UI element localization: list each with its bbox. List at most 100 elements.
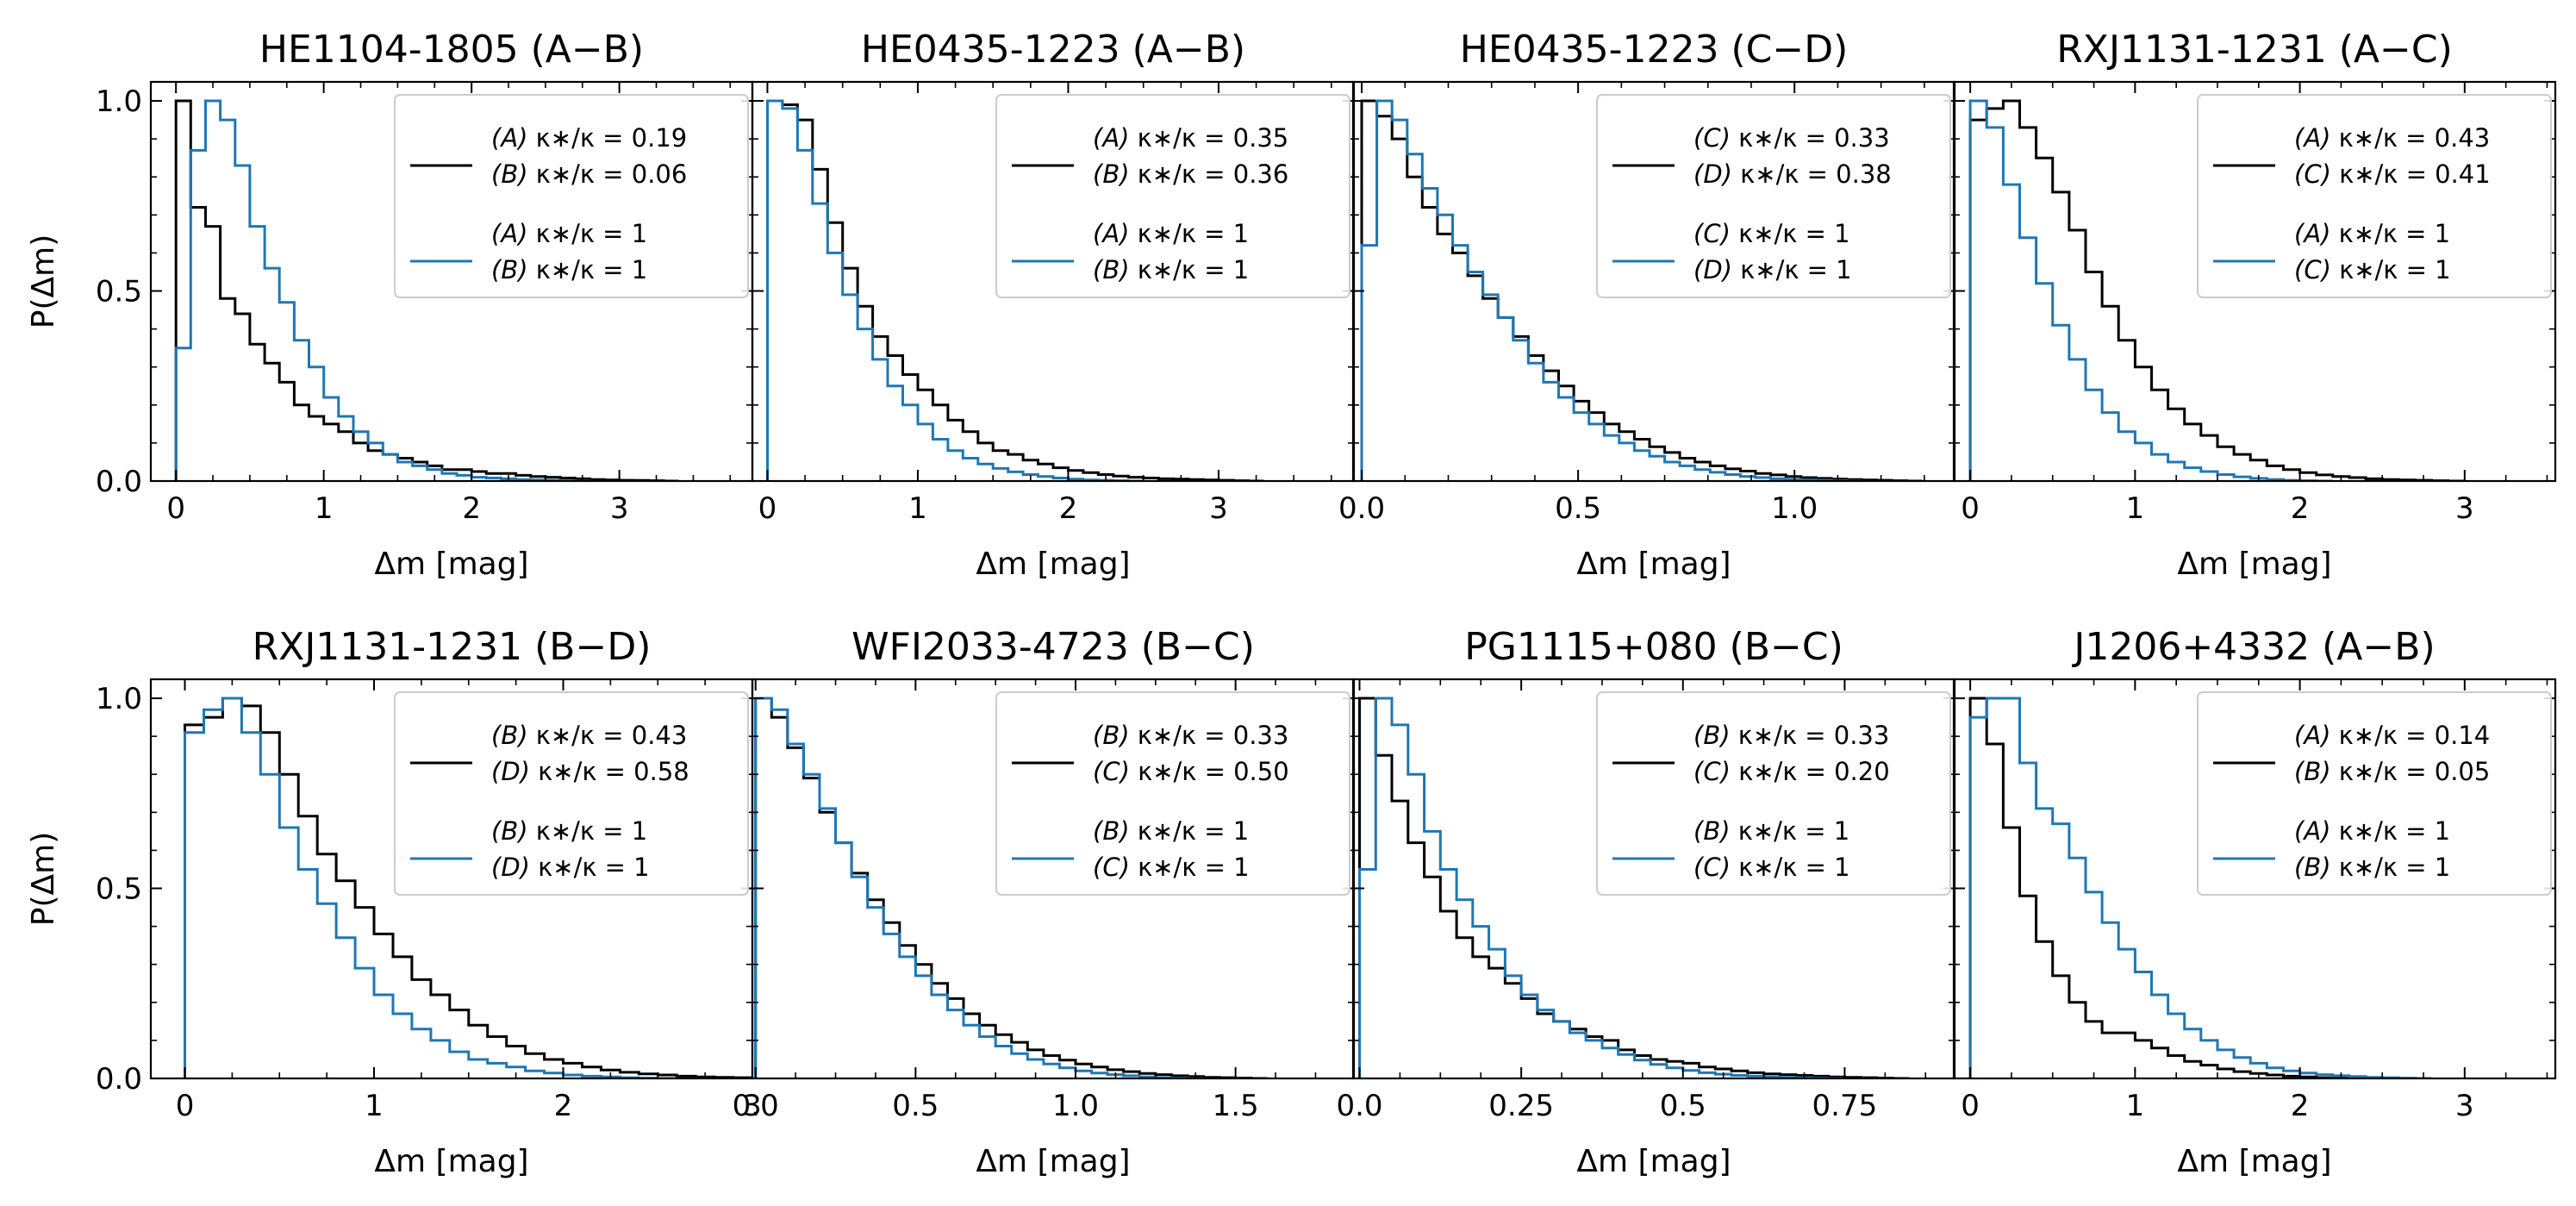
- legend-image-label: (C): [1693, 757, 1731, 786]
- series-step-line-smooth: [184, 697, 677, 1078]
- x-tick-label: 1.0: [1771, 491, 1818, 526]
- y-tick-label: 1.0: [96, 682, 142, 716]
- x-axis-label: Δm [mag]: [976, 1144, 1130, 1179]
- legend-entry-text: (C) κ∗/κ = 0.20: [1693, 757, 1890, 786]
- legend-image-label: (B): [1093, 816, 1130, 846]
- legend-entry-text: (A) κ∗/κ = 1: [2294, 219, 2450, 248]
- legend-image-label: (B): [491, 255, 528, 284]
- histogram-panel: PG1115+080 (B−C) 0.0 0.25 0.5 0.75 Δm [mag] (B…: [1336, 625, 1956, 1179]
- panel-title: HE1104-1805 (A−B): [259, 28, 644, 72]
- legend-image-label: (C): [1693, 853, 1731, 882]
- legend-kappa-ratio: κ∗/κ = 1: [1130, 255, 1250, 284]
- legend-image-label: (D): [491, 757, 530, 786]
- legend-image-label: (D): [1693, 255, 1732, 284]
- histogram-panel: RXJ1131-1231 (B−D) 0 1 2 3 0.0 0.5 1.0 Δm [mag] P…: [26, 625, 762, 1179]
- legend-image-label: (B): [491, 816, 528, 846]
- legend-kappa-ratio: κ∗/κ = 1: [2330, 219, 2450, 248]
- legend: (B) κ∗/κ = 0.33(C) κ∗/κ = 0.20(B) κ∗/κ =…: [1596, 691, 1951, 896]
- x-tick-label: 0: [1961, 491, 1980, 526]
- legend-entry-text: (B) κ∗/κ = 0.33: [1093, 721, 1288, 750]
- legend-entry-text: (A) κ∗/κ = 1: [2294, 816, 2450, 846]
- legend-kappa-ratio: κ∗/κ = 1: [2330, 816, 2450, 846]
- series-step-line-smooth: [1360, 99, 1862, 481]
- legend: (A) κ∗/κ = 0.35(B) κ∗/κ = 0.36(A) κ∗/κ =…: [995, 94, 1350, 298]
- legend: (A) κ∗/κ = 0.19 (B) κ∗/κ = 0.06 (A) κ∗/κ =…: [394, 94, 749, 298]
- legend-image-label: (A): [2294, 219, 2330, 248]
- legend-image-label: (B): [1693, 816, 1731, 846]
- x-axis-label: Δm [mag]: [2177, 1144, 2331, 1179]
- legend-entry-text: (A) κ∗/κ = 0.19: [491, 123, 687, 153]
- x-tick-label: 1: [2126, 491, 2145, 526]
- y-axis-label: P(Δm): [26, 234, 61, 329]
- legend-kappa-ratio: κ∗/κ = 0.35: [1129, 123, 1288, 153]
- legend-entry-text: (B) κ∗/κ = 1: [1693, 816, 1849, 846]
- x-tick-label: 3: [2455, 491, 2474, 526]
- y-tick-label: 0.5: [96, 275, 142, 309]
- legend-entry-text: (C) κ∗/κ = 0.50: [1093, 757, 1289, 786]
- x-tick-label: 0.5: [892, 1089, 939, 1123]
- plot-area: [754, 697, 1268, 1078]
- series-step-line-smooth: [174, 99, 590, 481]
- series-step-line-smooth: [766, 99, 1144, 481]
- x-axis-label: Δm [mag]: [1576, 1144, 1731, 1179]
- legend-box: [1596, 94, 1951, 298]
- legend-image-label: (B): [1093, 159, 1130, 189]
- legend-kappa-ratio: κ∗/κ = 0.43: [528, 721, 688, 750]
- x-tick-label: 0.0: [1336, 1089, 1382, 1123]
- plot-area: [184, 697, 752, 1078]
- legend-box: [2197, 94, 2552, 298]
- y-tick-label: 0.5: [96, 872, 142, 907]
- x-tick-label: 2: [2291, 491, 2310, 526]
- legend-entry-text: (D) κ∗/κ = 1: [491, 853, 650, 882]
- legend-kappa-ratio: κ∗/κ = 1: [1731, 219, 1850, 248]
- legend-entry-text: (B) κ∗/κ = 0.43: [491, 721, 687, 750]
- x-tick-label: 2: [554, 1089, 573, 1123]
- legend-image-label: (D): [491, 853, 530, 882]
- legend-box: [995, 691, 1350, 896]
- panel-title: RXJ1131-1231 (B−D): [253, 625, 652, 669]
- x-tick-label: 2: [462, 491, 481, 526]
- legend-entry-text: (B) κ∗/κ = 0.36: [1093, 159, 1288, 189]
- legend-image-label: (C): [2294, 159, 2331, 189]
- x-tick-label: 3: [610, 491, 629, 526]
- x-tick-label: 0: [176, 1089, 195, 1123]
- legend-entry-text: (A) κ∗/κ = 1: [491, 219, 647, 248]
- legend-kappa-ratio: κ∗/κ = 0.05: [2331, 757, 2491, 786]
- legend-image-label: (B): [1093, 721, 1130, 750]
- legend: (B) κ∗/κ = 0.43 (D) κ∗/κ = 0.58 (B) κ∗/κ =…: [394, 691, 749, 896]
- legend-entry-text: (D) κ∗/κ = 1: [1693, 255, 1852, 284]
- legend-entry-text: (A) κ∗/κ = 0.35: [1093, 123, 1288, 153]
- legend-kappa-ratio: κ∗/κ = 0.20: [1731, 757, 1890, 786]
- y-tick-label: 1.0: [96, 84, 142, 119]
- legend-image-label: (C): [1693, 219, 1731, 248]
- x-tick-label: 1: [2126, 1089, 2145, 1123]
- legend-entry-text: (B) κ∗/κ = 0.06: [491, 159, 687, 189]
- x-tick-label: 1: [908, 491, 927, 526]
- legend-kappa-ratio: κ∗/κ = 0.43: [2330, 123, 2490, 153]
- legend-kappa-ratio: κ∗/κ = 0.06: [528, 159, 688, 189]
- legend-kappa-ratio: κ∗/κ = 0.41: [2331, 159, 2491, 189]
- legend-image-label: (B): [1693, 721, 1731, 750]
- histogram-panel: HE0435-1223 (C−D) 0.0 0.5 1.0 Δm [mag] (C) κ∗…: [1338, 28, 1956, 582]
- panel-title: J1206+4332 (A−B): [2071, 625, 2435, 669]
- legend-entry-text: (C) κ∗/κ = 1: [1693, 219, 1850, 248]
- x-axis-label: Δm [mag]: [374, 1144, 528, 1179]
- legend-kappa-ratio: κ∗/κ = 1: [1130, 853, 1250, 882]
- x-tick-label: 1.0: [1052, 1089, 1099, 1123]
- legend-kappa-ratio: κ∗/κ = 0.14: [2330, 721, 2490, 750]
- legend-kappa-ratio: κ∗/κ = 1: [2331, 853, 2451, 882]
- y-tick-label: 0.0: [96, 465, 142, 499]
- legend-kappa-ratio: κ∗/κ = 0.33: [1130, 721, 1289, 750]
- x-tick-label: 0.5: [1555, 491, 1601, 526]
- x-tick-label: 3: [1209, 491, 1228, 526]
- panel-grid: HE1104-1805 (A−B) 0 1 2 3 0.0 0.5 1.0 Δm [mag] P(…: [26, 28, 2557, 1179]
- legend-kappa-ratio: κ∗/κ = 1: [2331, 255, 2451, 284]
- x-tick-label: 0.0: [1338, 491, 1385, 526]
- panel-title: HE0435-1223 (A−B): [861, 28, 1245, 72]
- legend-kappa-ratio: κ∗/κ = 0.58: [530, 757, 689, 786]
- legend-kappa-ratio: κ∗/κ = 0.33: [1731, 123, 1890, 153]
- x-tick-label: 0: [166, 491, 185, 526]
- x-tick-label: 1.5: [1213, 1089, 1259, 1123]
- legend-image-label: (A): [491, 123, 527, 153]
